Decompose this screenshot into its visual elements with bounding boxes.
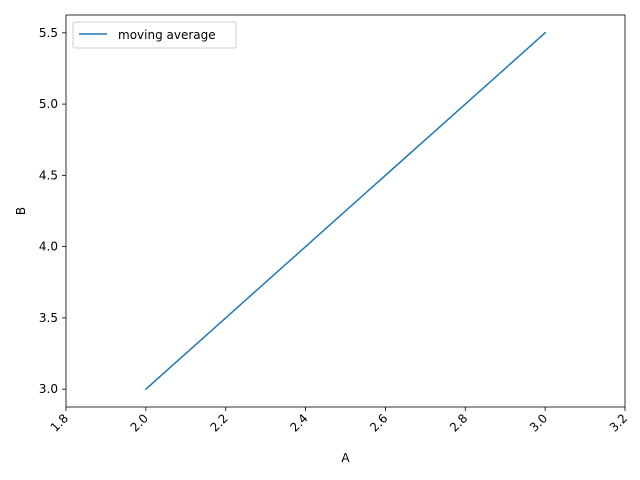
y-tick-label: 5.5 [39, 26, 58, 40]
y-tick-label: 4.5 [39, 168, 58, 182]
y-tick-label: 3.0 [39, 382, 58, 396]
legend-box [72, 21, 237, 49]
series-line-moving-average [144, 31, 547, 391]
legend: moving average [72, 21, 237, 49]
x-axis-label: A [341, 451, 350, 465]
y-axis-label: B [14, 207, 28, 215]
legend-label: moving average [118, 28, 216, 42]
y-tick-label: 3.5 [39, 311, 58, 325]
y-tick-label: 4.0 [39, 240, 58, 254]
series-layer [144, 31, 547, 391]
y-axis: 3.0 3.5 4.0 4.5 5.0 5.5 [39, 26, 66, 396]
y-tick-label: 5.0 [39, 97, 58, 111]
